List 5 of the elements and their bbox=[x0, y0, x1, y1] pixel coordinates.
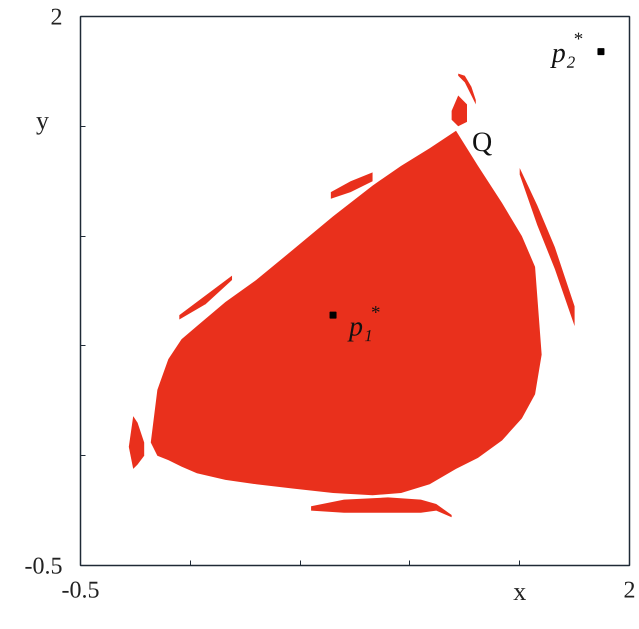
annotation: p₂* bbox=[550, 29, 584, 70]
annotation: Q bbox=[472, 127, 492, 158]
annotation: p₁* bbox=[347, 302, 381, 343]
x-axis-title: x bbox=[513, 577, 526, 606]
y-axis-title: y bbox=[36, 106, 49, 135]
